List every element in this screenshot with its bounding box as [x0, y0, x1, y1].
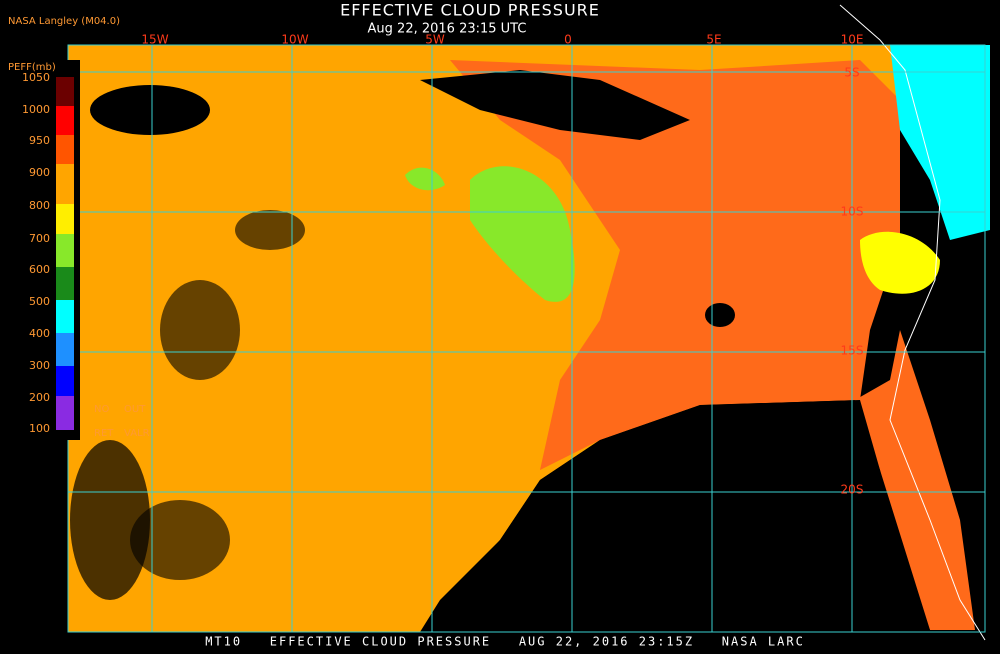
legend-note: OUT — [124, 404, 146, 415]
latitude-label: 20S — [841, 483, 864, 497]
legend-swatch — [56, 396, 74, 430]
legend-label: 200 — [29, 391, 50, 404]
clear-sky-patch — [160, 280, 240, 380]
legend-label: 100 — [29, 422, 50, 435]
legend-label: 1000 — [22, 103, 50, 116]
clear-sky-patch — [130, 500, 230, 580]
title: EFFECTIVE CLOUD PRESSURE — [340, 1, 600, 20]
longitude-label: 10W — [281, 33, 308, 47]
cloud-region-mid — [470, 166, 575, 302]
clear-sky-patch — [235, 210, 305, 250]
legend-swatch — [56, 135, 74, 164]
legend-label: 1050 — [22, 71, 50, 84]
legend-swatch — [56, 106, 74, 135]
latitude-label: 15S — [841, 344, 864, 358]
clear-sky-patch — [705, 303, 735, 327]
clear-sky-south — [420, 400, 930, 632]
longitude-label: 15W — [141, 33, 168, 47]
legend-swatch — [56, 77, 74, 106]
legend-label: 950 — [29, 134, 50, 147]
coastline — [839, 4, 986, 641]
latitude-label: 5S — [844, 66, 859, 80]
legend-label: 500 — [29, 295, 50, 308]
source-label: NASA Langley (M04.0) — [8, 16, 120, 27]
map-imagery — [68, 4, 990, 641]
cloud-region-low — [450, 60, 900, 470]
legend-label: 700 — [29, 232, 50, 245]
latitude-label: 10S — [841, 205, 864, 219]
clear-sky-north — [420, 70, 690, 140]
legend-label: 600 — [29, 263, 50, 276]
legend-swatch — [56, 164, 74, 204]
cloud-region-high — [890, 45, 990, 240]
grid-labels: 15W 10W 5W 0 5E 10E 5S 10S 15S 20S — [141, 33, 863, 497]
legend-label: 900 — [29, 166, 50, 179]
legend-swatch — [56, 204, 74, 234]
clear-sky-patch — [70, 440, 150, 600]
longitude-label: 5E — [706, 33, 721, 47]
legend-note: NO — [94, 404, 109, 415]
cloud-region-yellow — [860, 231, 940, 294]
cloud-region-coast — [855, 330, 975, 630]
header: NASA Langley (M04.0) EFFECTIVE CLOUD PRE… — [8, 1, 600, 37]
legend-swatch — [56, 267, 74, 300]
legend-swatch — [56, 333, 74, 366]
legend-label: 800 — [29, 199, 50, 212]
grid — [67, 44, 986, 633]
cloud-region-mid — [405, 167, 445, 191]
legend-label: 400 — [29, 327, 50, 340]
longitude-label: 10E — [841, 33, 864, 47]
legend-swatch — [56, 234, 74, 267]
longitude-label: 5W — [425, 33, 445, 47]
timestamp: Aug 22, 2016 23:15 UTC — [368, 22, 527, 37]
legend-note: VALR — [124, 428, 150, 439]
color-legend: PEFF(mb) 1050 1000 950 900 800 700 600 5… — [0, 60, 150, 440]
legend-title: PEFF(mb) — [8, 62, 56, 73]
footer: MT10 EFFECTIVE CLOUD PRESSURE AUG 22, 20… — [205, 635, 805, 649]
legend-label: 300 — [29, 359, 50, 372]
legend-note: RET — [94, 428, 114, 439]
legend-swatch — [56, 366, 74, 396]
longitude-label: 0 — [564, 33, 572, 47]
legend-swatch — [56, 300, 74, 333]
clear-sky-patch — [90, 85, 210, 135]
